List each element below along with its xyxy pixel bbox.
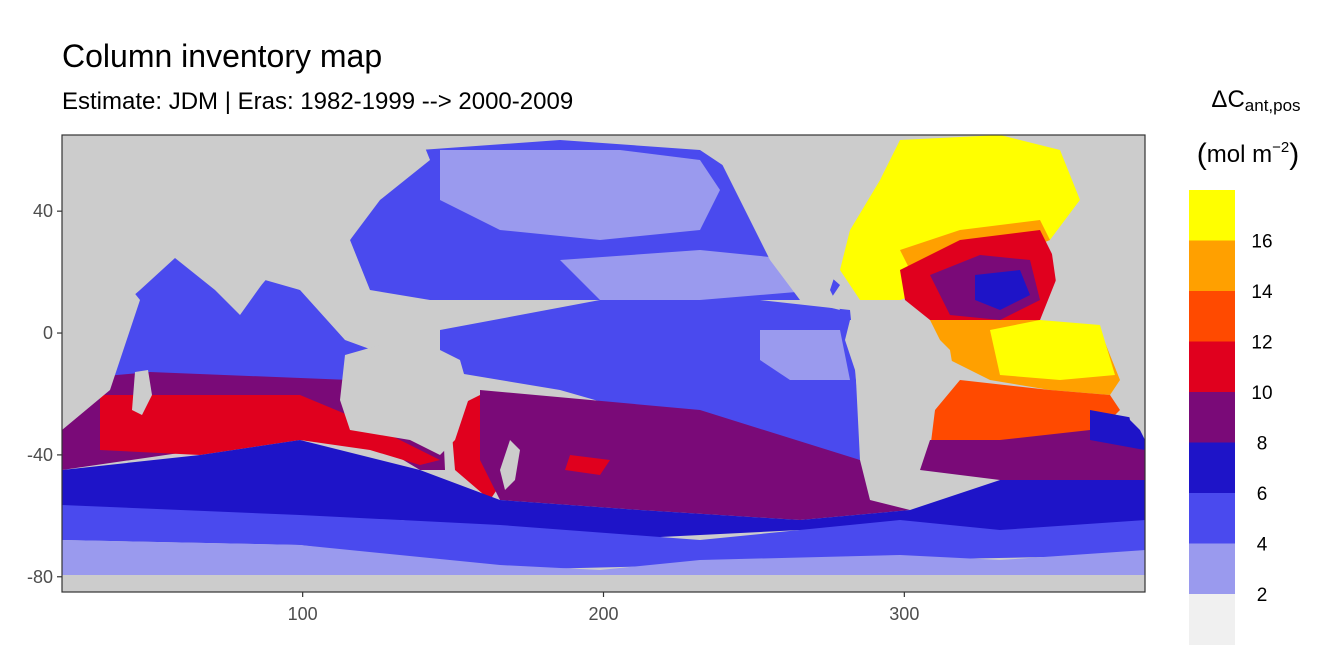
x-tick-label: 300 — [889, 604, 919, 624]
x-tick-label: 200 — [588, 604, 618, 624]
region-north-pacific-band — [560, 250, 820, 300]
region-north-atlantic-yellow — [840, 135, 1080, 300]
legend-swatch — [1189, 341, 1235, 393]
legend-title: ΔCant,pos — [1196, 86, 1316, 116]
legend-swatch — [1189, 493, 1235, 544]
region-south-indian-red — [100, 395, 440, 465]
x-tick-label: 100 — [288, 604, 318, 624]
land-europe-africa-north — [1050, 135, 1145, 315]
region-southern-ocean-mid — [62, 440, 1145, 540]
land-asia — [62, 135, 430, 310]
legend-unit-sup: −2 — [1272, 139, 1290, 156]
y-tick-label: -80 — [27, 567, 53, 587]
legend-colorbar: 16 14 12 10 8 6 4 2 — [1189, 190, 1273, 645]
chart-title: Column inventory map — [62, 38, 383, 74]
chart-subtitle: Estimate: JDM | Eras: 1982-1999 --> 2000… — [62, 88, 574, 115]
legend-break-label: 12 — [1251, 333, 1272, 354]
region-eq-pacific-light — [760, 330, 850, 380]
land-africa — [1060, 315, 1145, 440]
legend-break-label: 6 — [1257, 484, 1268, 505]
legend-break-label: 4 — [1257, 535, 1268, 556]
land-australia — [340, 345, 470, 455]
legend-swatch — [1189, 291, 1235, 342]
land-north-america — [720, 135, 900, 310]
region-north-atlantic-core — [975, 270, 1030, 310]
region-south-atlantic-purple — [920, 430, 1145, 480]
region-south-atlantic-yellow — [990, 320, 1115, 380]
land-africa-west — [62, 135, 140, 430]
land-madagascar — [132, 370, 152, 415]
legend-title-main: ΔC — [1211, 86, 1245, 113]
legend-break-label: 10 — [1251, 383, 1272, 404]
legend-break-label: 8 — [1257, 434, 1268, 455]
region-southern-ocean-south — [62, 505, 1145, 570]
region-north-indian — [65, 258, 400, 380]
land-antarctica — [62, 575, 1145, 592]
legend-swatch — [1189, 543, 1235, 595]
land-new-zealand — [500, 440, 520, 490]
y-tick-label: 40 — [33, 201, 53, 221]
x-axis: 100 200 300 — [288, 592, 919, 624]
legend-swatch — [1189, 190, 1235, 241]
land-south-america — [845, 320, 955, 500]
legend-break-label: 16 — [1251, 232, 1272, 253]
legend-swatch — [1189, 442, 1235, 494]
legend-swatch — [1189, 392, 1235, 443]
region-southern-ocean-light — [62, 540, 1145, 575]
legend-title-sub: ant,pos — [1244, 96, 1301, 115]
region-south-pacific-red-patch — [565, 455, 610, 475]
legend-break-label: 14 — [1251, 282, 1273, 303]
legend-swatch — [1189, 594, 1235, 645]
legend-swatch — [1189, 240, 1235, 292]
y-tick-label: -40 — [27, 445, 53, 465]
y-tick-label: 0 — [43, 323, 53, 343]
legend-break-label: 2 — [1257, 585, 1268, 606]
legend-unit: (mol m−2) — [1196, 138, 1300, 171]
legend-unit-text: mol m — [1206, 141, 1273, 168]
region-north-pacific-light — [440, 150, 720, 240]
y-axis: 40 0 -40 -80 — [27, 201, 62, 587]
region-south-pacific — [480, 390, 910, 520]
map-panel — [62, 135, 1145, 592]
region-equatorial-pacific — [440, 300, 860, 460]
